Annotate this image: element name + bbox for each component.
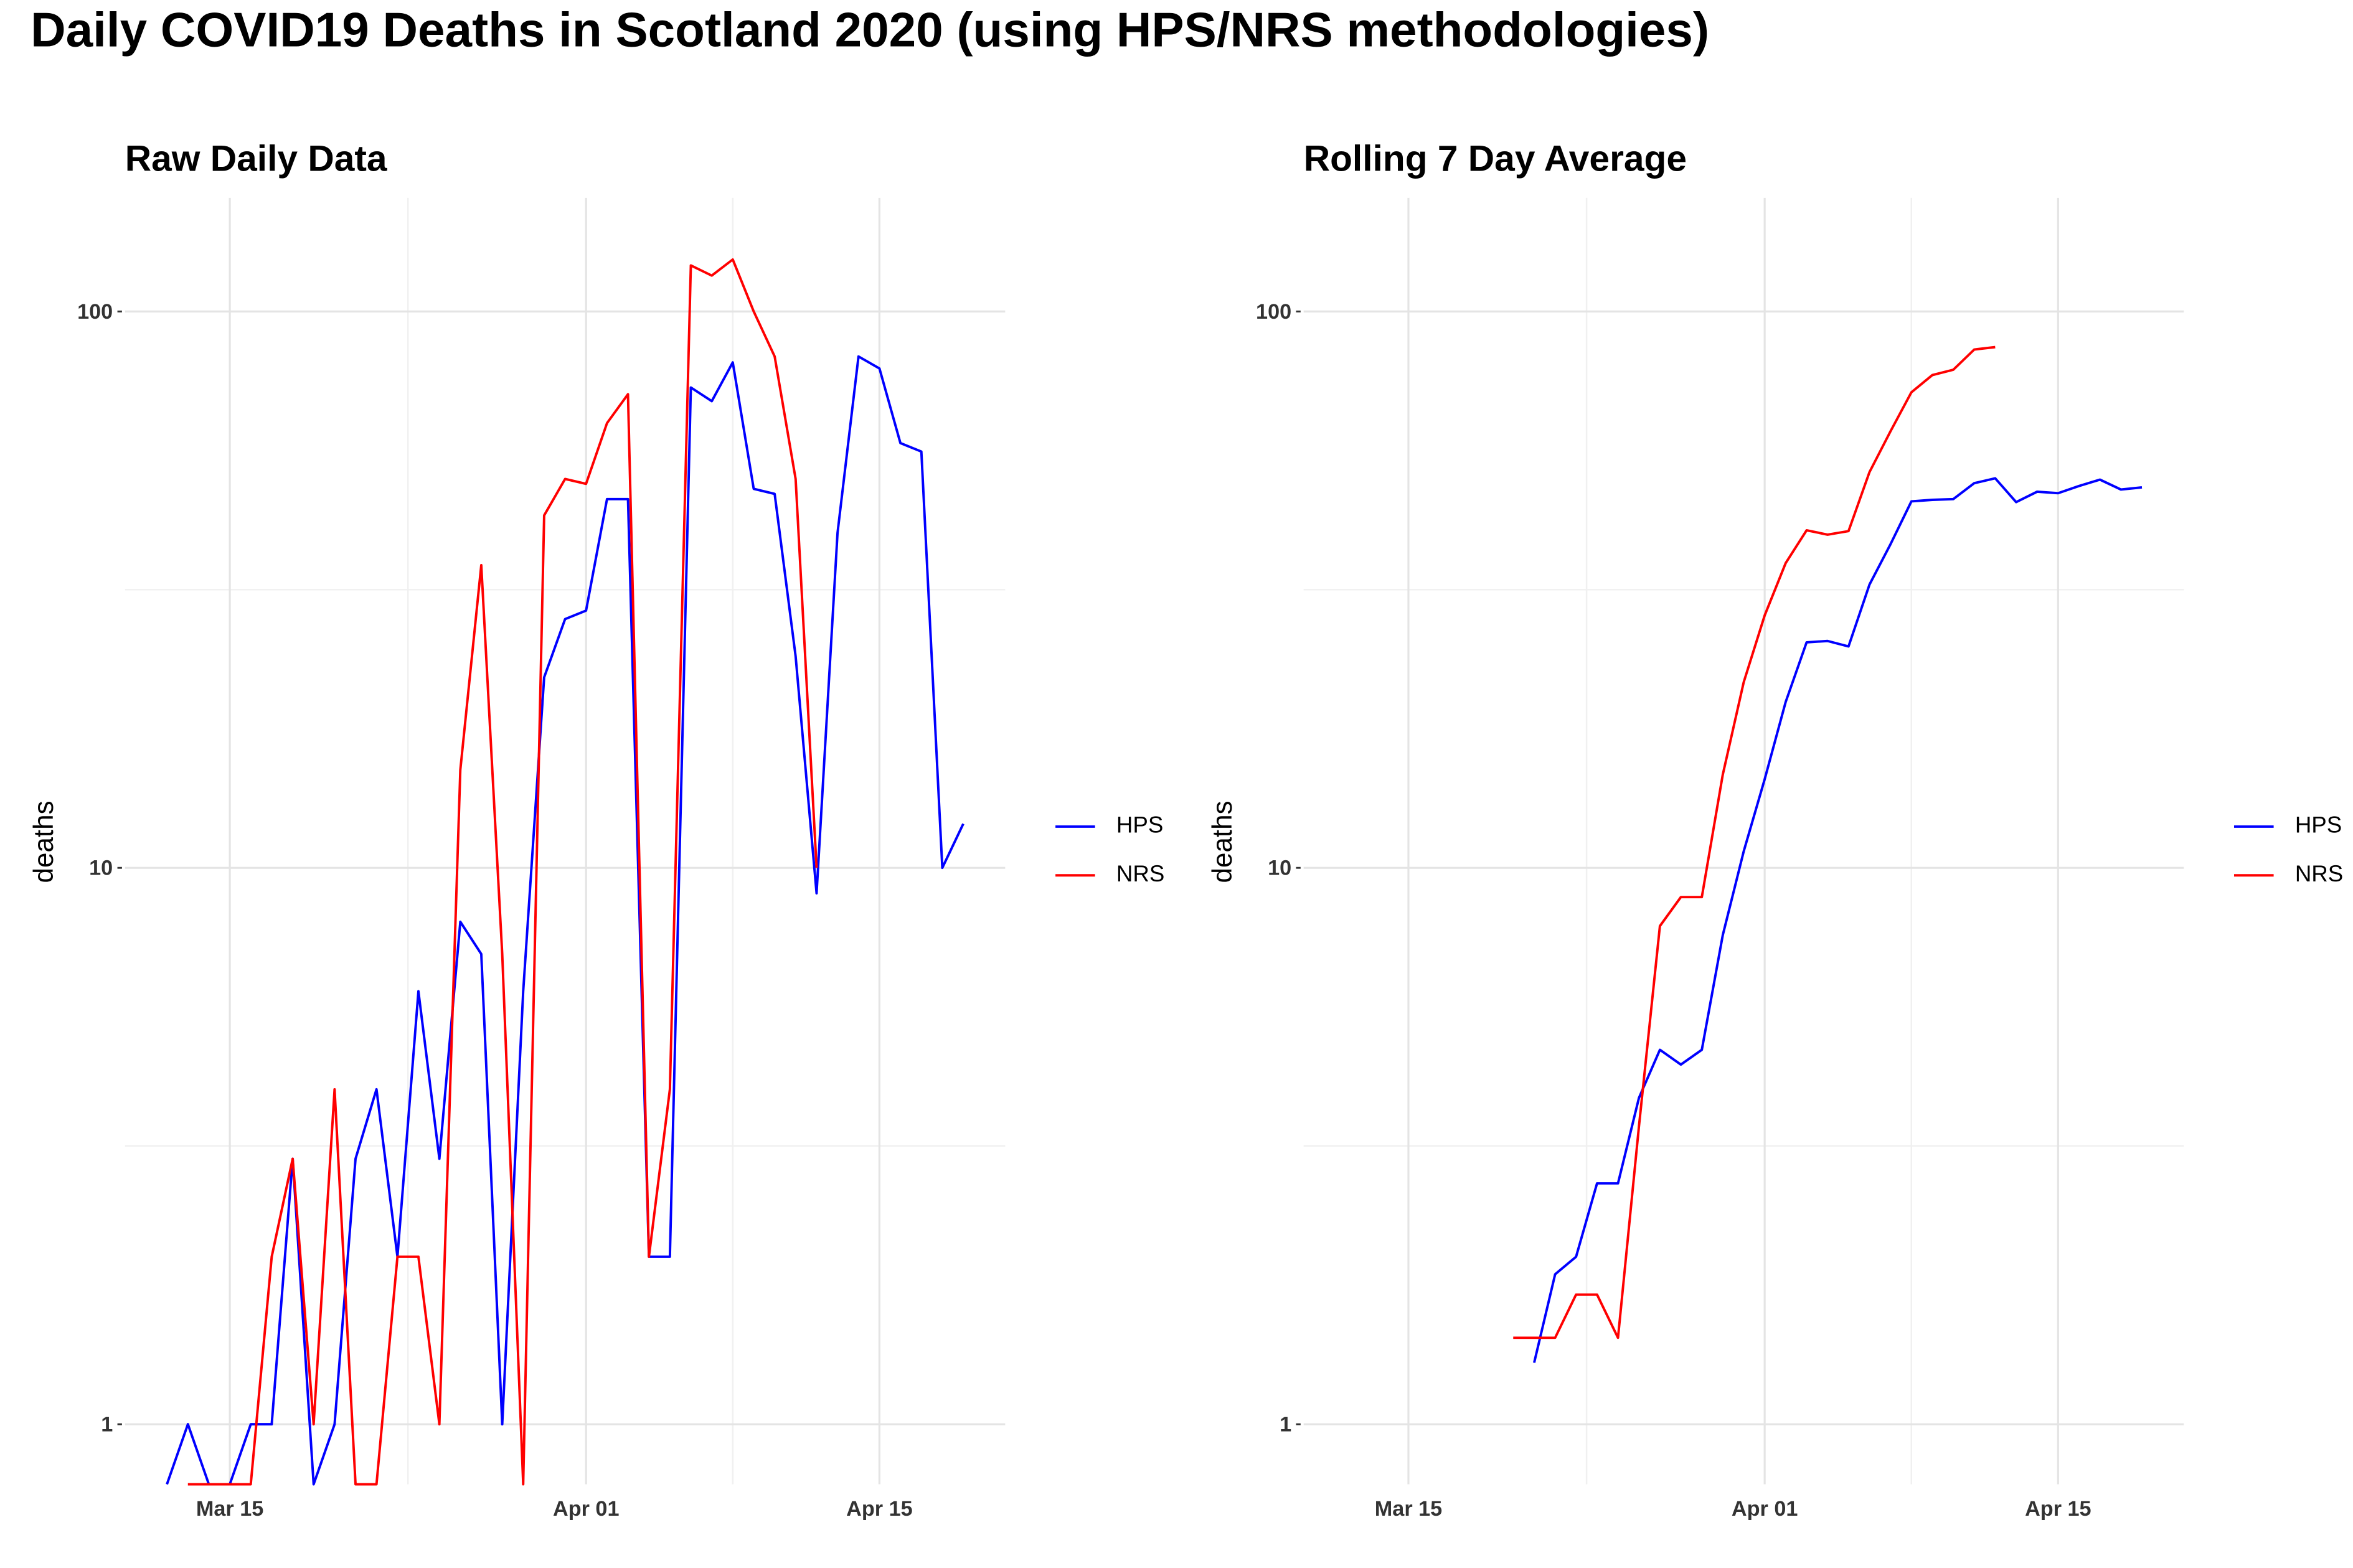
series-line xyxy=(1513,345,1996,1340)
series-line xyxy=(187,258,818,1486)
panel-title: Rolling 7 Day Average xyxy=(1304,139,1687,179)
legend-label: HPS xyxy=(2295,812,2342,838)
y-tick-label: 1 xyxy=(1280,1413,1291,1437)
x-tick-label: Apr 15 xyxy=(846,1497,913,1521)
x-tick-label: Apr 15 xyxy=(2025,1497,2091,1521)
x-tick-label: Apr 01 xyxy=(553,1497,620,1521)
panel-title: Raw Daily Data xyxy=(125,139,388,179)
panel: 1 10 100 Mar 15 Apr 01 Apr 15 Rolling 7 Day Av… xyxy=(1207,139,2343,1521)
panel: 1 10 100 Mar 15 Apr 01 Apr 15 Raw Daily Data de… xyxy=(29,139,1164,1521)
y-tick-label: 10 xyxy=(89,857,113,880)
chart-title: Daily COVID19 Deaths in Scotland 2020 (u… xyxy=(31,2,1709,57)
series-line xyxy=(1533,477,2143,1363)
legend-label: HPS xyxy=(1116,812,1163,838)
series-line xyxy=(166,355,964,1486)
x-tick-label: Mar 15 xyxy=(1375,1497,1442,1521)
y-tick-label: 1 xyxy=(101,1413,113,1437)
y-tick-label: 10 xyxy=(1268,857,1291,880)
legend-label: NRS xyxy=(1116,861,1164,886)
legend-label: NRS xyxy=(2295,861,2343,886)
y-tick-label: 100 xyxy=(77,300,113,324)
y-tick-label: 100 xyxy=(1256,300,1291,324)
y-axis-title: deaths xyxy=(1207,800,1238,883)
x-tick-label: Apr 01 xyxy=(1732,1497,1798,1521)
y-axis-title: deaths xyxy=(29,800,59,883)
x-tick-label: Mar 15 xyxy=(196,1497,263,1521)
